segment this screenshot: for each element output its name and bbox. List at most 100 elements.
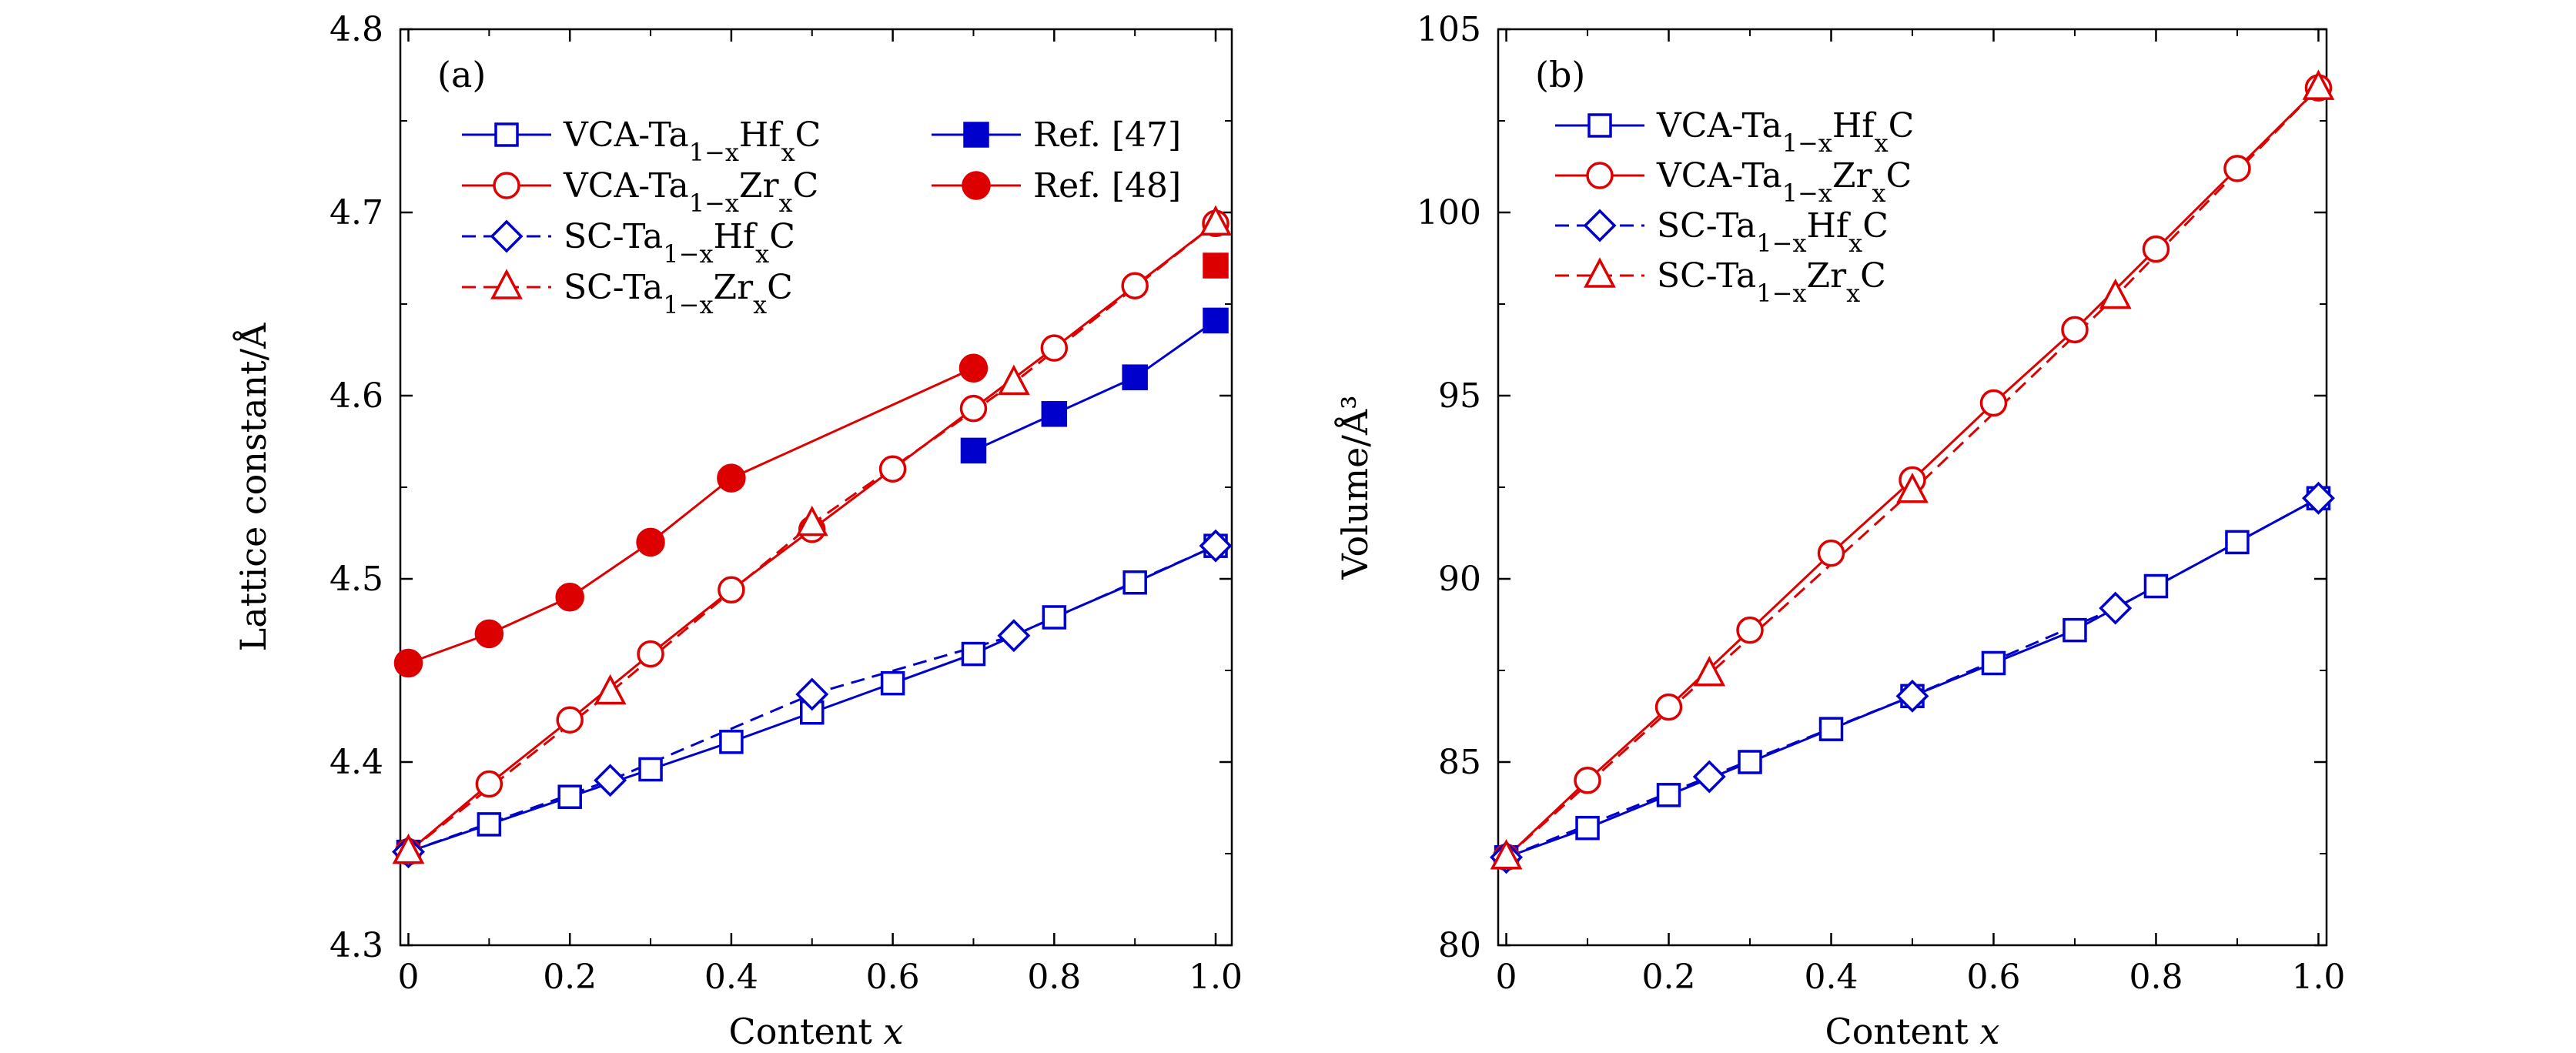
data-point-vca-ta1-xzrxc (1040, 334, 1069, 362)
legend-label: SC-Ta1−xZrxC (1657, 256, 1886, 308)
x-tick-label: 0.6 (1966, 958, 2020, 997)
y-axis-label: Lattice constant/Å (232, 323, 274, 651)
data-point-ref-47 (1203, 307, 1229, 334)
legend-label: VCA-Ta1−xZrxC (1656, 156, 1912, 208)
data-point-sc-ta1-xhfxc (2099, 591, 2133, 625)
y-tick-label: 90 (1438, 560, 1481, 599)
data-point-vca-ta1-xzrxc (475, 770, 503, 798)
legend-item-vca-ta1-xzrxc: VCA-Ta1−xZrxC (1555, 156, 1912, 208)
legend-label: SC-Ta1−xZrxC (564, 268, 793, 319)
data-point-sc-ta1-xzrxc (997, 364, 1030, 396)
data-point-vca-ta1-xzrxc (959, 394, 988, 423)
data-point-vca-ta1-xhfxc (1575, 815, 1600, 841)
data-point-sc-ta1-xhfxc (997, 619, 1031, 653)
data-point-vca-ta1-xhfxc (477, 812, 502, 837)
legend: VCA-Ta1−xHfxCVCA-Ta1−xZrxCSC-Ta1−xHfxCSC… (1555, 106, 1914, 308)
data-point-vca-ta1-xzrxc (637, 640, 664, 668)
data-point-vca-ta1-xzrxc (1736, 616, 1764, 644)
x-tick-label: 0 (1496, 958, 1517, 997)
legend-item-vca-ta1-xzrxc: VCA-Ta1−xZrxC (462, 166, 818, 218)
y-tick-label: 85 (1438, 743, 1481, 782)
y-tick-label: 4.4 (330, 743, 383, 782)
x-tick-label: 0.8 (1027, 958, 1081, 997)
y-tick-label: 105 (1417, 10, 1481, 49)
data-point-vca-ta1-xzrxc (1654, 693, 1683, 721)
data-point-vca-ta1-xhfxc (2225, 530, 2250, 555)
x-tick-label: 1.0 (2291, 958, 2345, 997)
legend-marker (1584, 257, 1616, 288)
data-point-sc-ta1-xhfxc (594, 764, 627, 797)
data-point-sc-ta1-xhfxc (1692, 760, 1726, 794)
data-point-vca-ta1-xhfxc (2062, 617, 2087, 643)
data-point-sc-ta1-xzrxc (795, 505, 828, 537)
data-point-sc-ta1-xhfxc (2301, 481, 2335, 515)
data-point-vca-ta1-xzrxc (718, 576, 745, 604)
x-tick-label: 0 (397, 958, 419, 997)
legend-item-vca-ta1-xhfxc: VCA-Ta1−xHfxC (1555, 106, 1914, 158)
legend-item-sc-ta1-xzrxc: SC-Ta1−xZrxC (462, 268, 793, 319)
data-point-vca-ta1-xzrxc (1574, 767, 1601, 794)
data-point-sc-ta1-xzrxc (2099, 278, 2132, 309)
legend: VCA-Ta1−xHfxCVCA-Ta1−xZrxCSC-Ta1−xHfxCSC… (462, 115, 1181, 319)
legend-marker (1587, 113, 1612, 138)
series-line-ref-48 (407, 366, 975, 664)
x-tick-label: 0.2 (543, 958, 597, 997)
panel-a-lattice-constant: 0 0.2 0.4 0.6 0.8 1.0 4.3 4.4 4.5 4.6 4.7 4.8 Conten… (232, 10, 1243, 1052)
data-point-vca-ta1-xhfxc (1818, 717, 1844, 741)
legend-marker (1586, 162, 1614, 189)
x-tick-label: 0.8 (2129, 958, 2183, 997)
legend-marker (494, 122, 519, 147)
data-point-ref-48 (474, 619, 504, 649)
y-tick-label: 100 (1417, 193, 1481, 232)
data-point-vca-ta1-xhfxc (1656, 783, 1681, 807)
data-point-sc-ta1-xzrxc (1693, 656, 1726, 687)
legend-item-sc-ta1-xzrxc: SC-Ta1−xZrxC (1555, 256, 1886, 308)
data-point-vca-ta1-xzrxc (1979, 389, 2008, 417)
legend-item-vca-ta1-xhfxc: VCA-Ta1−xHfxC (462, 115, 821, 167)
data-point-vca-ta1-xzrxc (1817, 539, 1845, 567)
data-point-vca-ta1-xzrxc (878, 455, 907, 483)
data-point-vca-ta1-xzrxc (2223, 155, 2251, 182)
legend-label: VCA-Ta1−xHfxC (1656, 106, 1914, 158)
panel-b-volume: 0 0.2 0.4 0.6 0.8 1.0 80 85 90 95 100 105 Content x V… (1333, 10, 2345, 1052)
y-tick-label: 95 (1438, 376, 1481, 416)
x-tick-label: 0.4 (704, 958, 758, 997)
data-point-vca-ta1-xhfxc (1981, 650, 2006, 676)
data-point-sc-ta1-xzrxc (1490, 839, 1523, 870)
legend-label: VCA-Ta1−xZrxC (563, 166, 818, 218)
legend-marker (963, 122, 989, 148)
data-point-sc-ta1-xzrxc (1199, 205, 1232, 236)
legend-marker (962, 171, 991, 200)
data-point-ref-48 (636, 527, 665, 557)
y-tick-label: 4.5 (330, 560, 383, 599)
data-point-vca-ta1-xzrxc (2061, 316, 2089, 344)
data-point-ref-48 (555, 583, 584, 612)
y-tick-label: 80 (1438, 926, 1481, 965)
x-tick-label: 0.2 (1642, 958, 1696, 997)
data-point-vca-ta1-xhfxc (719, 730, 744, 754)
data-point-ref-48 (717, 463, 746, 493)
data-point-sc-ta1-xhfxc (1199, 529, 1233, 563)
legend-label: Ref. [48] (1033, 166, 1181, 206)
data-point-vca-ta1-xzrxc (2142, 235, 2170, 263)
legend-item-sc-ta1-xhfxc: SC-Ta1−xHfxC (462, 217, 795, 269)
series-line-sc-ta1-xhfxc (1505, 496, 2320, 859)
x-tick-label: 1.0 (1189, 958, 1243, 997)
data-point-vca-ta1-xhfxc (880, 670, 905, 696)
legend-label: VCA-Ta1−xHfxC (563, 115, 821, 167)
data-point-vca-ta1-xzrxc (556, 706, 584, 734)
data-point-ref-47 (1041, 401, 1068, 427)
data-point-ref-48 (958, 353, 989, 383)
legend-item-ref-47: Ref. [47] (932, 115, 1181, 155)
data-point-ref-47 (960, 437, 987, 464)
y-tick-label: 4.6 (330, 376, 383, 416)
data-point-ref-47 (1122, 364, 1148, 390)
x-tick-label: 0.6 (866, 958, 920, 997)
x-tick-label: 0.4 (1805, 958, 1858, 997)
legend-label: Ref. [47] (1033, 115, 1181, 155)
panel-label: (a) (437, 54, 486, 95)
data-point-vca-ta1-xhfxc (638, 757, 663, 782)
legend-item-sc-ta1-xhfxc: SC-Ta1−xHfxC (1555, 206, 1889, 258)
data-point-sc-ta1-xzrxc (2302, 69, 2335, 100)
data-point-vca-ta1-xhfxc (1122, 570, 1147, 595)
